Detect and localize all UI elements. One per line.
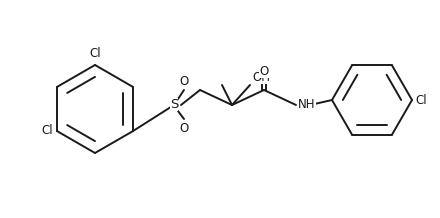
Text: Cl: Cl (41, 124, 53, 138)
Text: S: S (170, 99, 178, 111)
Text: OH: OH (252, 71, 270, 84)
Text: Cl: Cl (415, 94, 427, 107)
Text: O: O (180, 75, 189, 88)
Text: NH: NH (298, 97, 315, 111)
Text: Cl: Cl (89, 47, 101, 60)
Text: O: O (180, 122, 189, 135)
Text: O: O (259, 65, 269, 78)
